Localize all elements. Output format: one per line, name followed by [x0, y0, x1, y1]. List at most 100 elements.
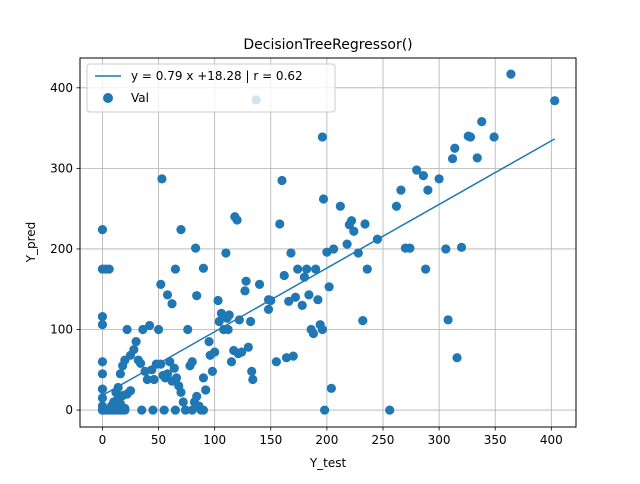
data-point	[192, 391, 202, 401]
data-point	[299, 272, 310, 282]
data-point	[391, 201, 402, 211]
data-point	[372, 234, 382, 244]
data-point	[279, 270, 289, 281]
legend-box	[86, 63, 336, 113]
data-point	[204, 336, 214, 347]
y-tick-label: 100	[50, 323, 73, 337]
data-point	[162, 290, 173, 300]
data-point	[447, 154, 458, 164]
data-point	[171, 373, 182, 383]
data-point	[434, 174, 444, 184]
data-point	[183, 324, 193, 335]
data-point	[159, 405, 169, 415]
data-point	[465, 132, 476, 142]
data-point	[324, 282, 334, 292]
data-point	[284, 296, 294, 306]
data-point	[97, 369, 108, 379]
data-point	[104, 264, 114, 274]
data-point	[441, 244, 451, 254]
data-point	[165, 357, 175, 367]
data-point	[169, 363, 179, 373]
y-tick-label: 200	[50, 242, 73, 256]
data-point	[443, 315, 453, 325]
data-point	[180, 405, 191, 415]
data-point	[277, 175, 287, 186]
data-point	[293, 264, 303, 274]
data-point	[329, 244, 339, 254]
data-point	[190, 243, 201, 253]
scatter-points	[97, 69, 560, 415]
data-point	[385, 405, 395, 415]
data-point	[286, 248, 296, 258]
data-point	[97, 225, 108, 235]
data-point	[131, 336, 141, 347]
data-point	[192, 291, 202, 301]
data-point	[207, 366, 218, 377]
y-tick-label: 0	[65, 403, 73, 417]
data-point	[302, 264, 312, 274]
data-point	[198, 373, 209, 383]
data-point	[198, 263, 209, 273]
data-point	[122, 324, 132, 335]
data-point	[129, 345, 139, 355]
data-point	[421, 264, 431, 274]
data-point	[135, 358, 146, 368]
data-point	[423, 185, 433, 195]
data-point	[320, 405, 330, 415]
data-point	[358, 316, 368, 326]
data-point	[213, 295, 223, 306]
data-point	[452, 353, 462, 363]
data-point	[241, 276, 251, 286]
data-point	[326, 383, 336, 393]
x-tick-label: 100	[203, 433, 226, 447]
data-point	[477, 117, 487, 127]
data-point	[187, 357, 197, 367]
data-point	[412, 165, 422, 175]
data-point	[405, 243, 415, 253]
data-point	[178, 397, 188, 407]
x-tick-label: 400	[540, 433, 563, 447]
data-point	[224, 310, 234, 320]
x-tick-label: 300	[428, 433, 451, 447]
data-point	[148, 405, 158, 415]
data-point	[360, 219, 370, 229]
data-point	[266, 295, 276, 306]
data-point	[263, 304, 274, 314]
data-point	[234, 315, 244, 325]
axis-ticks: 0 50 100 150 200 250 300 350 400 0 100 200 300 400	[50, 81, 563, 447]
data-point	[271, 357, 281, 367]
data-point	[248, 374, 258, 385]
data-point	[342, 239, 352, 249]
x-axis-label: Y_test	[309, 456, 347, 470]
legend: y = 0.79 x +18.28 | r = 0.62 Val	[86, 63, 336, 113]
data-point	[418, 171, 428, 181]
data-point	[308, 328, 319, 339]
data-point	[396, 185, 406, 195]
plot-frame	[79, 57, 577, 428]
data-point	[450, 143, 460, 153]
data-point	[247, 366, 257, 377]
data-point	[243, 342, 253, 352]
data-point	[240, 286, 250, 296]
data-point	[318, 194, 329, 204]
data-point	[115, 369, 125, 379]
data-point	[288, 351, 298, 361]
data-point	[120, 403, 130, 414]
y-axis-label: Y_pred	[24, 222, 38, 264]
x-tick-label: 350	[484, 433, 507, 447]
data-point	[138, 324, 148, 335]
regression-line-layer	[102, 138, 556, 397]
data-point	[221, 248, 231, 258]
data-point	[353, 248, 363, 258]
data-point	[550, 96, 560, 106]
regression-line	[102, 138, 556, 397]
x-tick-label: 50	[151, 433, 166, 447]
data-point	[362, 264, 372, 274]
data-point	[153, 324, 164, 335]
legend-label-val: Val	[131, 91, 149, 105]
data-point	[223, 324, 233, 335]
data-point	[167, 299, 177, 309]
data-point	[214, 316, 224, 327]
data-point	[137, 405, 147, 415]
